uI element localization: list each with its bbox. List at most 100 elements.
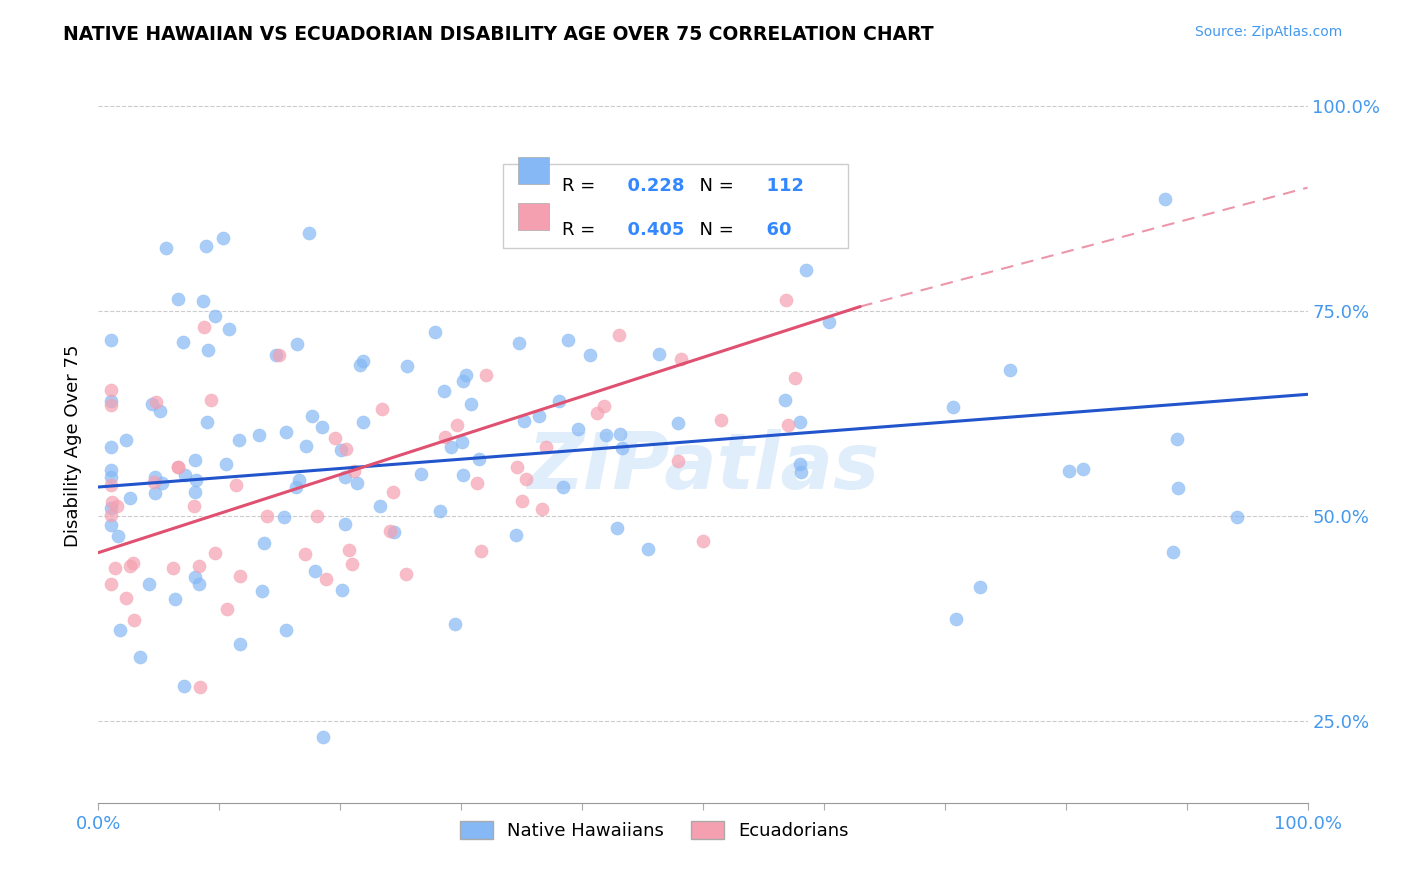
Point: [100, 470, 122, 484]
Point: [115, 591, 138, 606]
Point: [609, 426, 631, 441]
Point: [470, 544, 492, 558]
Point: [256, 508, 278, 523]
Point: [172, 335, 194, 350]
Point: [225, 478, 247, 492]
Point: [167, 459, 190, 474]
Point: [141, 397, 163, 411]
Point: [204, 309, 226, 323]
Point: [100, 577, 122, 591]
Point: [610, 441, 633, 455]
Point: [173, 679, 195, 693]
Point: [515, 472, 537, 486]
Point: [454, 368, 477, 383]
Point: [120, 491, 142, 505]
Point: [330, 583, 353, 598]
Point: [439, 440, 461, 454]
Point: [579, 348, 602, 362]
Text: ZIPatlas: ZIPatlas: [527, 429, 879, 506]
Text: R =: R =: [561, 177, 600, 194]
Point: [339, 543, 361, 558]
Point: [1154, 193, 1177, 207]
Point: [346, 475, 368, 490]
Point: [247, 427, 270, 442]
Point: [100, 463, 122, 477]
Point: [228, 433, 250, 447]
Point: [817, 315, 839, 329]
Point: [188, 559, 211, 574]
Point: [1226, 509, 1249, 524]
Point: [122, 556, 145, 570]
Point: [215, 457, 238, 471]
Point: [149, 404, 172, 418]
Point: [143, 485, 166, 500]
Point: [586, 406, 609, 420]
Point: [773, 392, 796, 407]
Point: [382, 524, 405, 539]
Point: [294, 547, 316, 561]
Point: [155, 241, 177, 255]
Point: [143, 475, 166, 489]
Text: 60: 60: [754, 221, 792, 239]
Point: [145, 469, 167, 483]
Point: [510, 493, 533, 508]
Point: [382, 485, 405, 500]
Point: [411, 467, 433, 482]
Point: [165, 592, 187, 607]
Point: [274, 425, 297, 440]
Point: [666, 453, 689, 467]
Point: [349, 358, 371, 372]
Point: [267, 348, 290, 362]
Point: [100, 333, 122, 347]
Point: [530, 502, 553, 516]
Point: [315, 572, 337, 586]
Point: [100, 501, 122, 516]
Point: [298, 226, 321, 240]
Point: [527, 409, 550, 423]
Point: [188, 577, 211, 591]
Point: [304, 564, 326, 578]
Point: [969, 580, 991, 594]
Point: [101, 494, 124, 508]
Point: [108, 624, 131, 638]
Point: [285, 480, 308, 494]
Point: [945, 611, 967, 625]
Point: [460, 397, 482, 411]
Text: NATIVE HAWAIIAN VS ECUADORIAN DISABILITY AGE OVER 75 CORRELATION CHART: NATIVE HAWAIIAN VS ECUADORIAN DISABILITY…: [63, 25, 934, 44]
Point: [567, 422, 589, 436]
Point: [288, 473, 311, 487]
Point: [188, 680, 211, 694]
Point: [396, 359, 419, 373]
Point: [100, 394, 122, 409]
Point: [534, 440, 557, 454]
Point: [648, 347, 671, 361]
Point: [195, 239, 218, 253]
Point: [162, 561, 184, 575]
Point: [323, 431, 346, 445]
Text: R =: R =: [561, 221, 600, 239]
Point: [692, 534, 714, 549]
Point: [333, 517, 356, 532]
Point: [467, 475, 489, 490]
Point: [508, 335, 530, 350]
FancyBboxPatch shape: [503, 164, 848, 248]
Point: [551, 479, 574, 493]
Point: [184, 453, 207, 467]
Point: [120, 559, 142, 574]
Point: [122, 614, 145, 628]
Point: [429, 504, 451, 518]
Point: [446, 418, 468, 433]
Point: [368, 499, 391, 513]
Point: [329, 442, 352, 457]
Text: Source: ZipAtlas.com: Source: ZipAtlas.com: [1195, 25, 1343, 39]
Point: [100, 478, 122, 492]
Point: [505, 527, 527, 541]
Point: [105, 500, 128, 514]
Point: [274, 624, 297, 638]
Point: [775, 293, 797, 308]
Point: [789, 457, 811, 471]
Point: [294, 439, 316, 453]
Point: [451, 467, 474, 482]
Point: [789, 415, 811, 429]
Point: [218, 321, 240, 335]
